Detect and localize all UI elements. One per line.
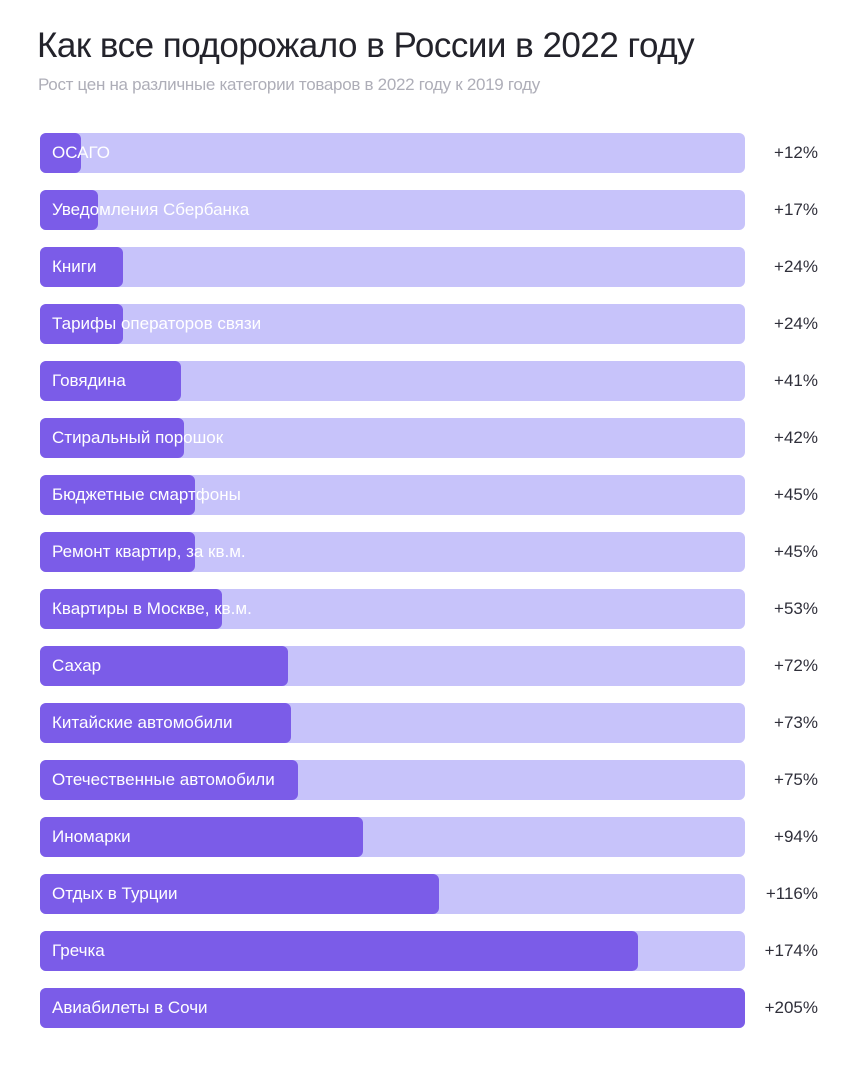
category-label: Тарифы операторов связи [52, 314, 262, 333]
bar [40, 589, 223, 629]
bar [40, 760, 298, 800]
value-label: +174% [764, 941, 818, 960]
value-label: +116% [765, 884, 818, 903]
category-label: Отечественные автомобили [52, 770, 275, 789]
value-label: +42% [774, 428, 818, 447]
category-label: Стиральный порошок [52, 428, 224, 447]
bar [40, 817, 364, 857]
bar-track [40, 190, 745, 230]
chart-subtitle: Рост цен на различные категории товаров … [38, 75, 540, 94]
bar-row: Говядина [40, 361, 745, 401]
bar [40, 874, 439, 914]
category-label: Иномарки [52, 827, 131, 846]
value-label: +17% [774, 200, 818, 219]
bar-row: Гречка [40, 931, 745, 971]
value-label: +53% [774, 599, 818, 618]
bar-row: ОСАГО [40, 133, 745, 173]
chart-title: Как все подорожало в России в 2022 году [37, 26, 695, 65]
bar [40, 133, 82, 173]
value-label: +41% [774, 371, 818, 390]
bar-row: Квартиры в Москве, кв.м. [40, 589, 745, 629]
bar [40, 532, 195, 572]
value-label: +72% [774, 656, 818, 675]
bar-track [40, 247, 745, 287]
bar-track [40, 304, 745, 344]
category-label: Говядина [52, 371, 126, 390]
bar [40, 988, 745, 1028]
category-label: Сахар [52, 656, 102, 675]
bar [40, 646, 288, 686]
value-label: +12% [774, 143, 818, 162]
value-label: +75% [774, 770, 818, 789]
value-label: +24% [774, 257, 818, 276]
bar-row: Сахар [40, 646, 745, 686]
bar-track [40, 133, 745, 173]
bar-row: Авиабилеты в Сочи [40, 988, 745, 1028]
bar [40, 304, 123, 344]
bar-row: Тарифы операторов связи [40, 304, 745, 344]
value-label: +205% [764, 998, 818, 1017]
bar-row: Китайские автомобили [40, 703, 745, 743]
bar [40, 931, 639, 971]
value-label: +94% [774, 827, 818, 846]
bar [40, 703, 292, 743]
category-label: Отдых в Турции [52, 884, 178, 903]
value-label: +24% [774, 314, 818, 333]
category-label: Квартиры в Москве, кв.м. [52, 599, 252, 618]
bar-row: Отдых в Турции [40, 874, 745, 914]
category-label: Уведомления Сбербанка [52, 200, 250, 219]
bar [40, 247, 123, 287]
bar-row: Книги [40, 247, 745, 287]
bar-row: Иномарки [40, 817, 745, 857]
bar-row: Бюджетные смартфоны [40, 475, 745, 515]
category-label: Бюджетные смартфоны [52, 485, 241, 504]
category-label: Авиабилеты в Сочи [52, 998, 208, 1017]
bar [40, 475, 195, 515]
bar-row: Ремонт квартир, за кв.м. [40, 532, 745, 572]
bar [40, 418, 185, 458]
bar-row: Стиральный порошок [40, 418, 745, 458]
value-label: +45% [774, 485, 818, 504]
category-label: Китайские автомобили [52, 713, 233, 732]
category-label: Гречка [52, 941, 105, 960]
bar [40, 361, 181, 401]
value-label: +73% [774, 713, 818, 732]
bar-row: Уведомления Сбербанка [40, 190, 745, 230]
category-label: Книги [52, 257, 97, 276]
bar-row: Отечественные автомобили [40, 760, 745, 800]
category-label: Ремонт квартир, за кв.м. [52, 542, 246, 561]
value-label: +45% [774, 542, 818, 561]
category-label: ОСАГО [52, 143, 110, 162]
bar [40, 190, 99, 230]
